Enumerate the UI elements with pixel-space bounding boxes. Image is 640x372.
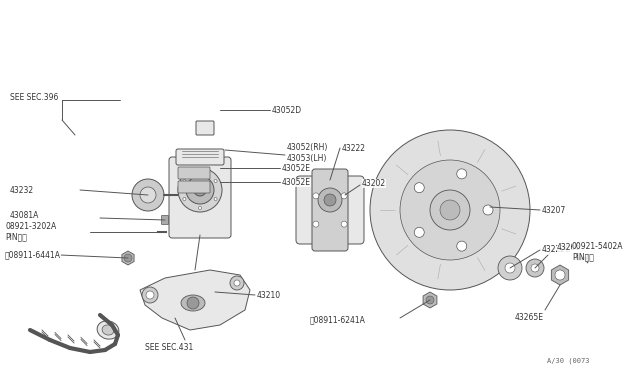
Circle shape — [318, 188, 342, 212]
Circle shape — [234, 280, 240, 286]
Text: 43202: 43202 — [362, 179, 386, 187]
Text: 43052(RH)
43053(LH): 43052(RH) 43053(LH) — [287, 143, 328, 163]
Text: 43081A: 43081A — [10, 211, 40, 219]
Text: 00921-5402A
PINピン: 00921-5402A PINピン — [572, 242, 623, 262]
Text: 43207: 43207 — [542, 205, 566, 215]
Text: A/30 (0073: A/30 (0073 — [547, 357, 590, 364]
Circle shape — [140, 187, 156, 203]
FancyBboxPatch shape — [296, 176, 364, 244]
Circle shape — [400, 160, 500, 260]
Circle shape — [313, 221, 319, 227]
Circle shape — [440, 200, 460, 220]
Circle shape — [341, 193, 347, 199]
Text: 08921-3202A
PINピン: 08921-3202A PINピン — [5, 222, 56, 242]
Circle shape — [198, 170, 202, 173]
Text: 43265E: 43265E — [515, 314, 544, 323]
Text: 43265: 43265 — [557, 244, 581, 253]
Text: 43210: 43210 — [257, 291, 281, 299]
Circle shape — [555, 270, 565, 280]
Circle shape — [414, 227, 424, 237]
Text: 43232: 43232 — [10, 186, 34, 195]
Circle shape — [341, 221, 347, 227]
Circle shape — [483, 205, 493, 215]
Ellipse shape — [102, 325, 114, 335]
FancyBboxPatch shape — [196, 121, 214, 135]
Circle shape — [146, 291, 154, 299]
Circle shape — [132, 179, 164, 211]
FancyBboxPatch shape — [176, 149, 224, 165]
Text: 43052E: 43052E — [282, 164, 311, 173]
Circle shape — [230, 276, 244, 290]
Text: ⓝ08911-6441A: ⓝ08911-6441A — [5, 250, 61, 260]
Circle shape — [214, 198, 217, 201]
Circle shape — [414, 183, 424, 193]
FancyBboxPatch shape — [169, 157, 231, 238]
Circle shape — [186, 176, 214, 204]
FancyBboxPatch shape — [178, 167, 210, 179]
Circle shape — [457, 169, 467, 179]
Circle shape — [426, 296, 434, 304]
Circle shape — [142, 287, 158, 303]
Circle shape — [324, 194, 336, 206]
Text: 43222: 43222 — [342, 144, 366, 153]
Circle shape — [124, 254, 132, 262]
Text: 43052E: 43052E — [282, 177, 311, 186]
Ellipse shape — [181, 295, 205, 311]
Circle shape — [313, 193, 319, 199]
Circle shape — [526, 259, 544, 277]
Circle shape — [370, 130, 530, 290]
Text: 43052D: 43052D — [272, 106, 302, 115]
Text: 43222C: 43222C — [542, 246, 572, 254]
Circle shape — [531, 264, 539, 272]
Circle shape — [430, 190, 470, 230]
Circle shape — [505, 263, 515, 273]
Polygon shape — [140, 270, 250, 330]
Circle shape — [457, 241, 467, 251]
FancyBboxPatch shape — [178, 181, 210, 193]
Circle shape — [498, 256, 522, 280]
FancyBboxPatch shape — [161, 215, 168, 224]
Circle shape — [183, 198, 186, 201]
Circle shape — [214, 180, 217, 183]
Circle shape — [183, 180, 186, 183]
Text: SEE SEC.431: SEE SEC.431 — [145, 343, 193, 353]
FancyBboxPatch shape — [312, 169, 348, 251]
Ellipse shape — [97, 321, 119, 339]
Text: SEE SEC.396: SEE SEC.396 — [10, 93, 58, 102]
Circle shape — [178, 168, 222, 212]
Circle shape — [198, 206, 202, 209]
Circle shape — [187, 297, 199, 309]
Text: ⓝ08911-6241A: ⓝ08911-6241A — [310, 315, 366, 324]
Circle shape — [194, 184, 206, 196]
